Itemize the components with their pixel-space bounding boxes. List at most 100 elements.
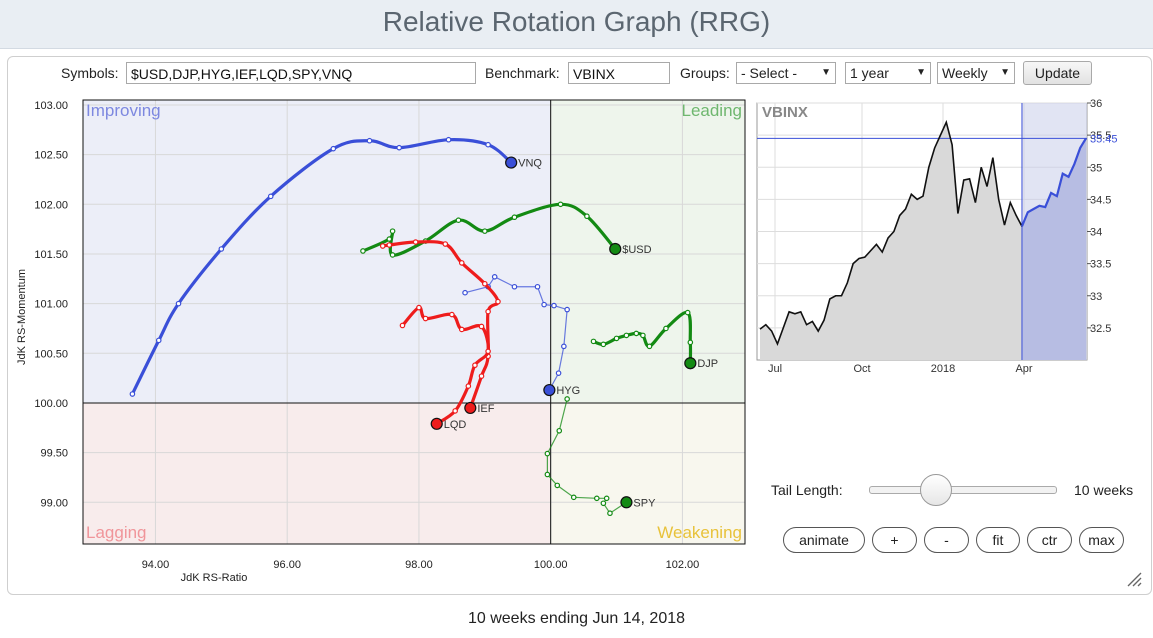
tail-point [330, 145, 337, 152]
head-point [543, 383, 556, 397]
series-label: $USD [622, 244, 651, 256]
tail-point [633, 330, 640, 337]
zoom-in-button[interactable]: + [872, 527, 917, 553]
tail-point [607, 510, 613, 517]
tail-point [386, 236, 393, 242]
tail-point [485, 308, 491, 315]
benchmark-chart: VBINX 32.5 33 33.5 34 34.5 35 35.5 36 35.45 Jul Oct… [756, 98, 1118, 375]
y-tick-label: 33 [1090, 291, 1102, 303]
tail-point [458, 260, 465, 266]
tail-point [584, 213, 590, 220]
improving-quadrant [83, 100, 551, 403]
x-tick-label: Jul [768, 363, 782, 375]
tail-point [544, 450, 551, 457]
tail-point [684, 309, 691, 316]
tail-point [399, 322, 406, 329]
head-point [684, 357, 697, 370]
tail-point [455, 217, 462, 223]
groups-select-value: - Select - [741, 65, 798, 81]
tail-point [452, 408, 458, 414]
center-button[interactable]: ctr [1027, 527, 1072, 553]
symbols-label: Symbols: [61, 65, 119, 81]
x-tick-label: Oct [853, 363, 870, 375]
tail-point [555, 370, 562, 376]
tail-point [416, 304, 422, 311]
price-line [759, 119, 1023, 347]
footer-caption: 10 weeks ending Jun 14, 2018 [467, 610, 686, 627]
series-usd: $USD [360, 201, 652, 258]
fit-button[interactable]: fit [976, 527, 1020, 553]
y-tick-label: 32.5 [1090, 323, 1111, 335]
y-tick-label: 33.5 [1090, 259, 1111, 271]
x-axis-label: JdK RS-Ratio [181, 572, 248, 584]
tail-point [590, 338, 597, 345]
quadrant-label: Improving [86, 101, 161, 120]
tail-point [603, 495, 610, 502]
tail-point [155, 337, 162, 344]
rrg-chart[interactable]: Improving Leading Weakening Lagging 94.00 96.… [0, 0, 760, 600]
tail-point [511, 283, 518, 290]
tail-point [360, 248, 366, 254]
tail-point [556, 427, 563, 434]
update-button[interactable]: Update [1023, 61, 1092, 85]
tail-point [379, 243, 386, 249]
last-value-label: 35.45 [1090, 133, 1118, 145]
y-tick-label: 101.00 [34, 299, 68, 311]
tail-point [613, 335, 620, 342]
x-tick-label: Apr [1015, 363, 1032, 375]
animate-button[interactable]: animate [783, 527, 865, 553]
frequency-select[interactable]: Weekly ▼ [937, 62, 1015, 84]
tail-line [1020, 137, 1087, 227]
y-tick-label: 35.5 [1090, 130, 1111, 142]
zoom-out-button[interactable]: - [924, 527, 969, 553]
benchmark-input[interactable]: VBINX [568, 62, 670, 84]
tail-point [386, 242, 393, 248]
x-tick-label: 96.00 [273, 559, 301, 571]
tail-point [389, 228, 396, 234]
series-label: HYG [556, 385, 580, 397]
tail-point [663, 325, 669, 332]
tail-length-value: 10 weeks [1074, 482, 1134, 498]
resize-handle-icon[interactable] [1126, 571, 1142, 587]
chevron-down-icon: ▼ [821, 67, 831, 78]
tail-point [129, 391, 136, 397]
tail-point [175, 300, 182, 307]
tail-point [485, 348, 491, 355]
series-label: DJP [697, 358, 718, 370]
tail-point [482, 280, 488, 287]
series-label: SPY [633, 497, 656, 509]
y-tick-label: 101.50 [34, 249, 68, 261]
y-tick-label: 36 [1090, 98, 1102, 110]
tail-point [462, 289, 468, 296]
series-label: LQD [444, 419, 467, 431]
tail-point [687, 339, 694, 346]
slider-thumb[interactable] [920, 474, 953, 506]
tail-point [449, 311, 455, 318]
series-ief: IEF [379, 239, 501, 415]
tail-point [551, 302, 557, 309]
tail-point [485, 141, 491, 148]
head-point [430, 417, 443, 430]
y-tick-label: 103.00 [34, 100, 68, 112]
groups-label: Groups: [680, 65, 730, 81]
series-vnq: VNQ [129, 136, 542, 397]
series-djp: DJP [590, 309, 718, 370]
tail-point [541, 301, 547, 308]
x-tick-label: 2018 [931, 363, 955, 375]
symbols-input[interactable]: $USD,DJP,HYG,IEF,LQD,SPY,VNQ [126, 62, 476, 84]
tail-point [267, 193, 274, 200]
max-button[interactable]: max [1079, 527, 1124, 553]
groups-select[interactable]: - Select - ▼ [736, 62, 836, 84]
period-select[interactable]: 1 year ▼ [845, 62, 931, 84]
plot-frame [82, 99, 746, 545]
y-tick-label: 102.50 [34, 150, 68, 162]
tail-point [366, 137, 373, 144]
x-tick-label: 102.00 [666, 559, 700, 571]
leading-quadrant [550, 100, 745, 403]
tail-point [389, 252, 396, 258]
tail-length-slider[interactable] [869, 474, 1057, 506]
chevron-down-icon: ▼ [916, 67, 926, 78]
head-point [609, 242, 622, 256]
y-tick-label: 35 [1090, 162, 1102, 174]
benchmark-label: Benchmark: [485, 65, 560, 81]
